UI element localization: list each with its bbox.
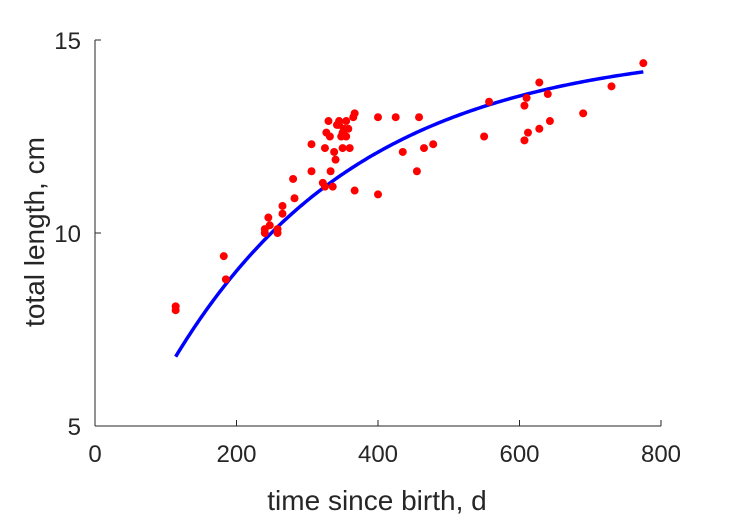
data-point [342,117,351,126]
data-point [543,90,552,99]
data-point [535,78,544,87]
x-tick-label: 800 [641,441,681,468]
data-point [307,167,316,176]
data-point [480,132,489,141]
data-point [338,144,347,153]
data-point [415,113,424,122]
x-tick-label: 200 [216,441,256,468]
y-tick-label: 10 [54,221,81,248]
data-point [307,140,316,149]
y-tick-label: 15 [54,28,81,55]
x-tick-label: 600 [499,441,539,468]
data-point [342,132,351,141]
data-point [579,109,588,118]
data-point [607,82,616,91]
data-point [345,144,354,153]
data-point [331,155,340,164]
data-point [374,113,382,122]
data-point [265,221,274,230]
data-point [520,101,529,110]
data-point [545,117,554,126]
data-point [330,147,339,156]
data-point [278,201,287,210]
data-point [639,59,648,68]
data-point [324,117,333,126]
data-point [264,213,273,222]
axes: 0 200 400 600 800 5 10 15 [54,28,681,468]
data-point [520,136,529,145]
data-point [278,209,287,218]
data-point [535,124,544,133]
data-point [221,275,230,284]
data-point [171,306,180,315]
data-point [289,174,298,183]
data-point [350,186,359,195]
data-point [344,124,353,133]
data-point [350,109,359,118]
fitted-curve-line [174,70,644,358]
data-point [320,182,329,191]
data-point [523,128,532,137]
y-axis-title: total length, cm [19,137,50,327]
data-point [325,132,334,141]
fitted-curve-layer [174,70,644,358]
data-point [485,97,494,106]
data-point [391,113,400,122]
data-point [522,93,531,102]
x-tick-label: 0 [88,441,101,468]
data-point [419,144,428,153]
data-point [219,252,228,261]
data-point [412,167,421,176]
x-tick-label: 400 [358,441,398,468]
data-point [328,182,337,191]
data-point [320,144,329,153]
data-point [429,140,438,149]
data-point [326,167,335,176]
data-point [273,229,282,237]
y-tick-label: 5 [68,414,81,441]
data-point [260,229,269,237]
x-axis-title: time since birth, d [267,485,486,516]
data-point [398,147,407,156]
data-point [290,194,299,203]
data-point [374,190,382,199]
data-points-layer [171,59,648,315]
